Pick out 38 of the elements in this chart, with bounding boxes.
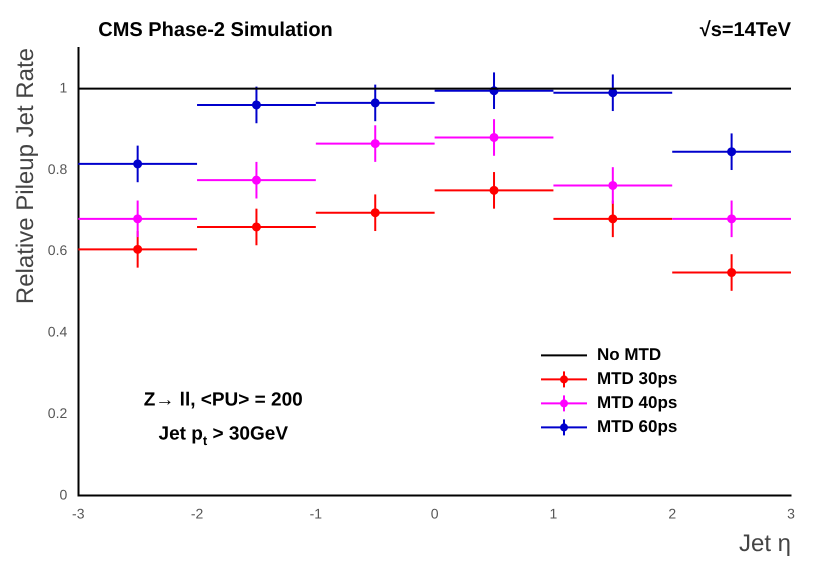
y-axis-title: Relative Pileup Jet Rate [12,48,40,304]
point [608,180,618,190]
point [370,98,380,108]
legend-label: MTD 60ps [597,417,678,436]
legend-label: No MTD [597,345,662,364]
y-tick-label: 0 [59,486,68,502]
legend-label: MTD 30ps [597,369,678,388]
point [370,139,380,148]
point [133,214,142,224]
x-tick-label: 2 [668,506,676,522]
point [490,186,499,195]
text: √s=14TeV [700,19,792,41]
y-tick-label: 1 [59,80,68,96]
point [252,222,261,232]
legend-label: MTD 40ps [597,393,678,412]
x-axis-title: Jet η [738,530,791,558]
y-tick-label: 0.2 [48,404,68,421]
x-tick-label: -3 [72,506,85,522]
point [490,132,499,142]
point [133,244,142,254]
x-tick-label: 0 [430,506,439,522]
x-tick-label: -1 [310,506,322,522]
chart-title: CMS Phase-2 Simulation [98,19,333,41]
y-tick-label: 0.4 [48,324,68,340]
x-tick-label: 1 [550,506,558,522]
point [608,214,618,224]
point [727,214,736,224]
point [133,159,142,168]
point [370,208,380,218]
point [727,147,736,156]
x-tick-label: 3 [787,506,796,522]
point [252,100,261,110]
point [727,268,736,278]
y-tick-label: 0.6 [48,242,68,258]
point [252,176,261,185]
annotation: Z→ ll, <PU> = 200 [144,389,303,410]
x-tick-label: -2 [190,506,204,522]
y-tick-label: 0.8 [48,160,68,177]
